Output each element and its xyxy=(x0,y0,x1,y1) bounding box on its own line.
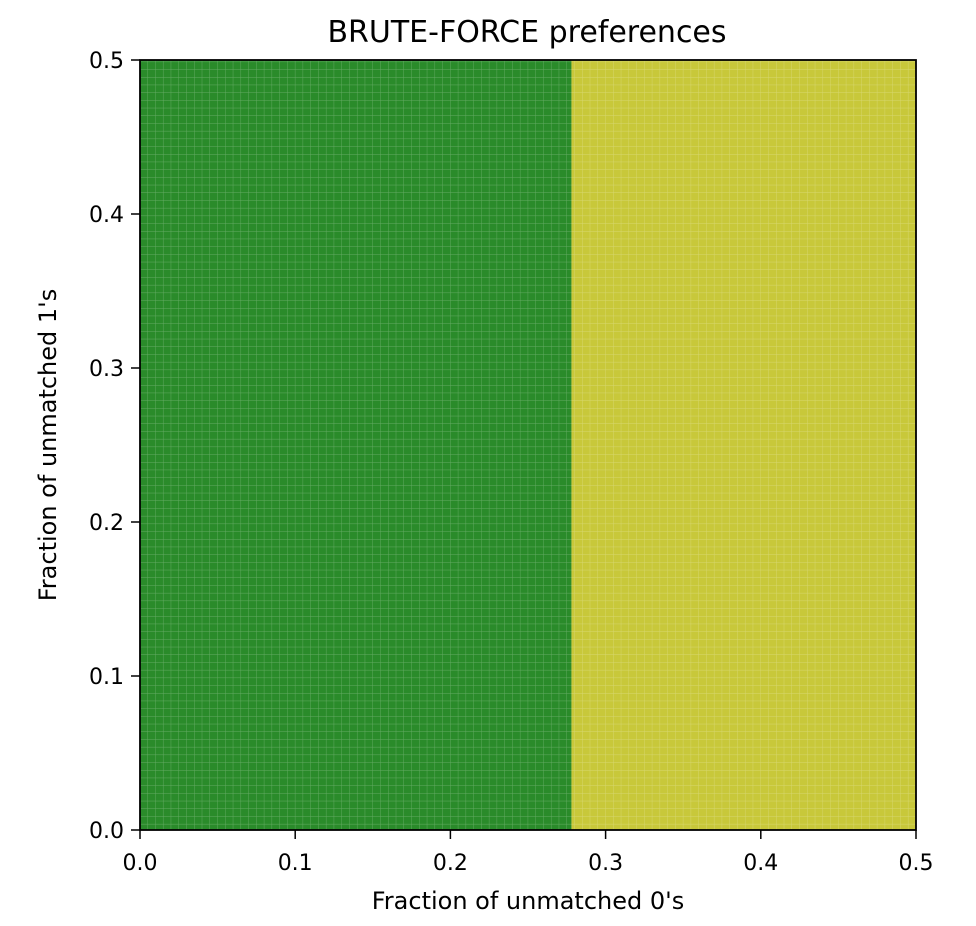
x-axis-label: Fraction of unmatched 0's xyxy=(372,887,685,915)
x-tick-label: 0.0 xyxy=(123,851,158,876)
x-tick-label: 0.1 xyxy=(278,851,313,876)
plot-frame xyxy=(139,59,917,831)
y-axis-ticks: 0.0 0.1 0.2 0.3 0.4 0.5 xyxy=(89,49,140,844)
y-tick-label: 0.1 xyxy=(89,665,124,690)
heatmap-cell-grid xyxy=(140,60,916,830)
y-tick-label: 0.3 xyxy=(89,357,124,382)
x-tick-label: 0.4 xyxy=(743,851,778,876)
y-tick-label: 0.4 xyxy=(89,203,124,228)
x-axis-ticks: 0.0 0.1 0.2 0.3 0.4 0.5 xyxy=(123,830,934,876)
x-tick-label: 0.2 xyxy=(433,851,468,876)
y-axis-label: Fraction of unmatched 1's xyxy=(34,289,62,602)
y-tick-label: 0.0 xyxy=(89,819,124,844)
x-tick-label: 0.3 xyxy=(588,851,623,876)
y-tick-label: 0.2 xyxy=(89,511,124,536)
x-tick-label: 0.5 xyxy=(899,851,934,876)
chart-title: BRUTE-FORCE preferences xyxy=(327,15,726,50)
y-tick-label: 0.5 xyxy=(89,49,124,74)
